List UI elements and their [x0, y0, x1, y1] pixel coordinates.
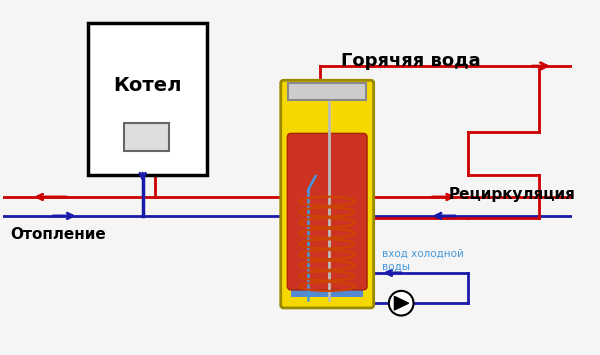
Text: Горячяя вода: Горячяя вода	[341, 52, 481, 70]
FancyBboxPatch shape	[287, 133, 367, 290]
Text: Рециркуляция: Рециркуляция	[449, 187, 575, 202]
Polygon shape	[394, 296, 409, 310]
Circle shape	[389, 291, 413, 316]
Text: Котел: Котел	[113, 76, 182, 94]
Bar	[88, 23, 207, 175]
FancyBboxPatch shape	[281, 80, 374, 308]
Text: вход холодной
воды: вход холодной воды	[382, 249, 464, 272]
Bar	[289, 83, 366, 100]
Bar	[291, 202, 363, 297]
Bar	[124, 123, 169, 152]
Text: Отопление: Отопление	[10, 228, 106, 242]
